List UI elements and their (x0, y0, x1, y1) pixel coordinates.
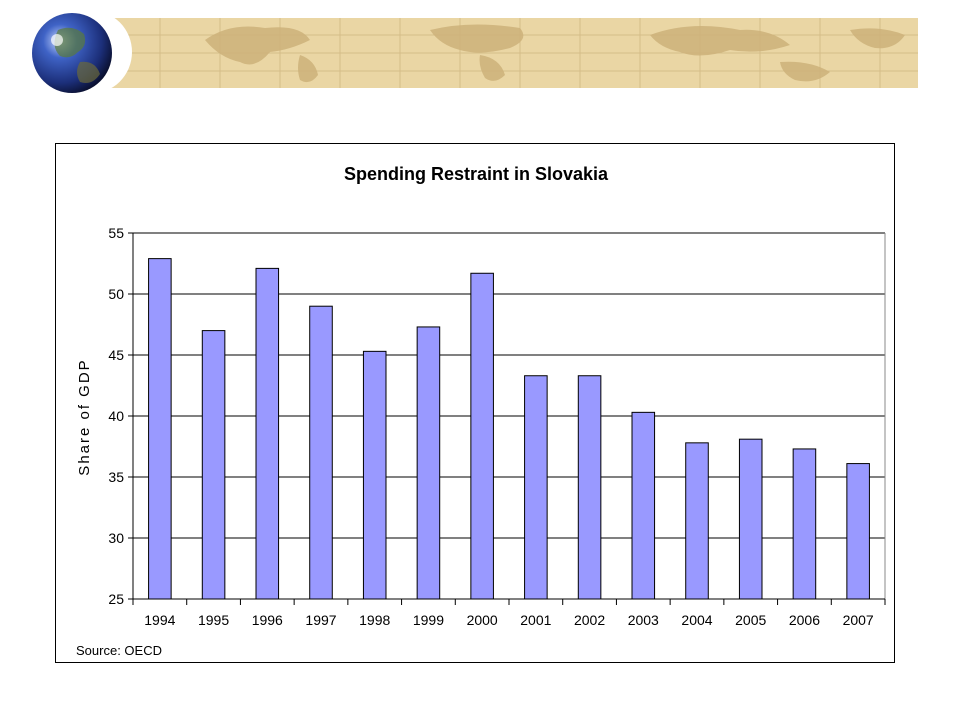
x-tick-label: 2006 (789, 612, 820, 628)
x-tick-label: 2001 (520, 612, 551, 628)
bar-2001 (524, 375, 548, 600)
x-tick-labels: 1994 1995 1996 1997 1998 1999 2000 2001 2002 2003… (144, 612, 874, 628)
x-tick-label: 1995 (198, 612, 229, 628)
bar-2002 (577, 375, 602, 600)
x-tick-label: 1997 (305, 612, 336, 628)
y-tick-label: 50 (108, 286, 124, 302)
y-tick-label: 45 (108, 347, 124, 363)
axes (132, 233, 886, 605)
bar-1999 (416, 326, 441, 600)
x-tick-label: 1999 (413, 612, 444, 628)
y-tick-label: 35 (108, 469, 124, 485)
y-tick-label: 30 (108, 530, 124, 546)
grid-lines (128, 232, 885, 600)
bar-2006 (792, 448, 817, 600)
y-tick-label: 40 (108, 408, 124, 424)
bar-chart: Spending Restraint in Slovakia Share of … (76, 164, 886, 658)
bar-1996 (255, 267, 280, 600)
x-tick-label: 2007 (843, 612, 874, 628)
y-tick-label: 55 (108, 225, 124, 241)
bar-2004 (685, 442, 709, 600)
bar-1998 (362, 350, 387, 600)
x-tick-label: 2003 (628, 612, 659, 628)
x-tick-label: 1994 (144, 612, 175, 628)
bar-2000 (470, 272, 494, 600)
x-tick-label: 2005 (735, 612, 766, 628)
bar-2003 (631, 411, 656, 600)
bar-2007 (846, 463, 870, 600)
x-tick-label: 1996 (252, 612, 283, 628)
chart-frame: Spending Restraint in Slovakia Share of … (55, 143, 895, 663)
y-tick-label: 25 (108, 591, 124, 607)
bar-2005 (738, 438, 763, 600)
chart-title: Spending Restraint in Slovakia (344, 164, 609, 184)
world-map-strip (100, 18, 918, 88)
globe-icon (32, 13, 112, 93)
bar-1995 (201, 330, 226, 600)
source-note: Source: OECD (76, 643, 162, 658)
bar-1997 (309, 305, 333, 600)
header-banner (32, 10, 918, 94)
y-axis-label: Share of GDP (76, 358, 93, 475)
x-tick-label: 2004 (681, 612, 712, 628)
y-tick-labels: 25 30 35 40 45 50 55 (108, 225, 124, 607)
x-tick-label: 2000 (467, 612, 498, 628)
bar-1994 (148, 258, 172, 600)
x-tick-label: 1998 (359, 612, 390, 628)
bars (148, 258, 870, 600)
x-tick-label: 2002 (574, 612, 605, 628)
